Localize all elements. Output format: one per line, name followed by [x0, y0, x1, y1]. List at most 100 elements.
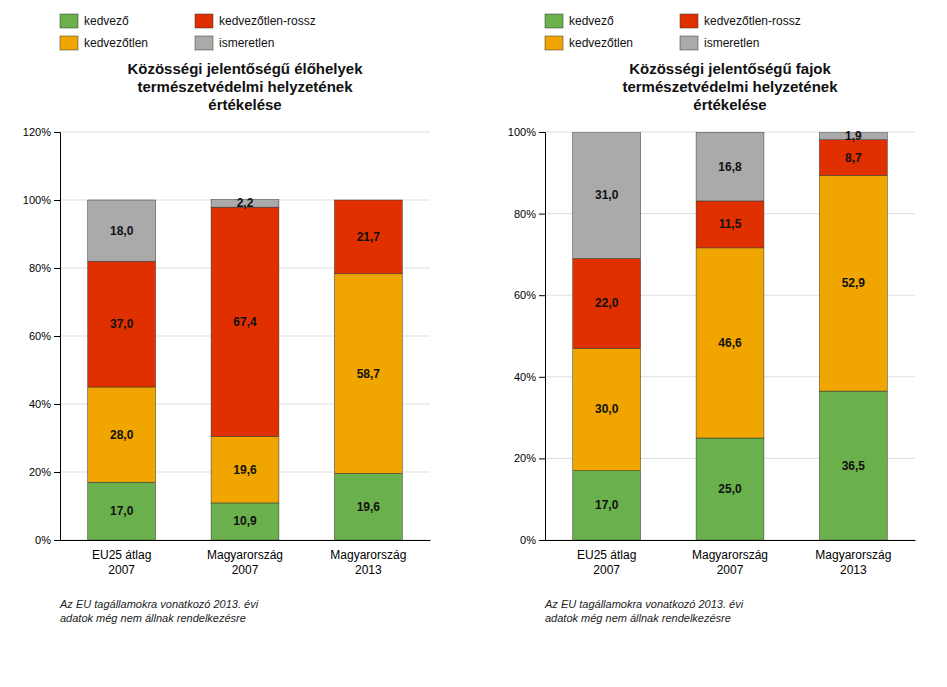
tick-label-line: Magyarország	[207, 548, 283, 562]
data-label: 18,0	[110, 224, 134, 238]
bar-segment	[696, 201, 764, 248]
legend-swatch	[195, 14, 213, 28]
tick-label: 20%	[514, 452, 536, 464]
tick-label: 20%	[29, 466, 51, 478]
legend-label: ismeretlen	[704, 36, 759, 50]
x-axis: EU25 átlag2007 Magyarország 2007 Magyarorsz…	[61, 540, 431, 577]
tick: EU25 átlag2007	[92, 540, 151, 577]
tick-label-line: 2007	[717, 563, 744, 577]
bar-segment	[573, 348, 641, 470]
data-label: 22,0	[595, 296, 619, 310]
tick-mark	[539, 214, 545, 215]
tick-mark	[54, 268, 60, 269]
axis-line	[54, 133, 61, 541]
legend-item: kedvezőtlen-rossz	[680, 14, 801, 28]
tick-label: 0%	[35, 534, 51, 546]
bar-segment	[819, 175, 887, 391]
tick-mark	[54, 132, 60, 133]
legend-label: kedvezőtlen-rossz	[704, 14, 801, 28]
tick-label-line: Magyarország	[330, 548, 406, 562]
data-label: 11,5	[719, 217, 742, 231]
legend-item: ismeretlen	[680, 36, 759, 50]
legend-swatch	[545, 36, 563, 50]
legend-item: kedvezőtlen	[545, 36, 633, 50]
legend-item: kedvezőtlen-rossz	[195, 14, 316, 28]
tick: 0%	[35, 534, 60, 546]
legend-swatch	[680, 14, 698, 28]
data-label: 8,7	[845, 151, 862, 165]
figure: 17,010,919,628,019,658,737,067,421,718,0…	[0, 0, 947, 687]
tick: 60%	[514, 289, 545, 301]
axis-line	[539, 133, 546, 541]
title: Közösségi jelentőségű élőhelyektermészet…	[127, 60, 363, 113]
tick-label: 120%	[23, 126, 51, 138]
legend-label: kedvező	[84, 14, 129, 28]
tick-mark	[539, 132, 545, 133]
tick-label-line: 2013	[840, 563, 867, 577]
bar-segment	[819, 391, 887, 540]
tick-label: 80%	[514, 208, 536, 220]
data-label: 25,0	[718, 482, 742, 496]
tick-label: Magyarország2007	[692, 548, 768, 577]
tick: Magyarország2013	[330, 540, 406, 577]
tick-label-line: Magyarország	[815, 548, 891, 562]
bar-segment	[88, 482, 156, 540]
bar-segment	[334, 274, 402, 474]
tick-label: 40%	[514, 371, 536, 383]
legend-item: ismeretlen	[195, 36, 274, 50]
legend-label: kedvezőtlen	[569, 36, 633, 50]
data-label: 30,0	[595, 402, 619, 416]
tick: Magyarország2013	[815, 540, 891, 577]
data-label: 67,4	[233, 315, 257, 329]
series	[88, 200, 403, 436]
title-line: Közösségi jelentőségű élőhelyek	[127, 60, 363, 77]
data-label: 36,5	[842, 459, 866, 473]
axis-line	[61, 540, 431, 541]
tick: 20%	[514, 452, 545, 464]
legend-swatch	[195, 36, 213, 50]
tick-label: 60%	[29, 330, 51, 342]
tick-mark	[539, 377, 545, 378]
bar-segment	[211, 207, 279, 436]
bar-segment	[696, 132, 764, 201]
tick-mark	[539, 295, 545, 296]
tick-label: 100%	[23, 194, 51, 206]
series	[573, 132, 888, 258]
bar-segment	[211, 436, 279, 503]
data-label: 46,6	[718, 336, 742, 350]
y-axis: 0%20%40%60%80%100%	[508, 126, 546, 546]
tick: 0%	[520, 534, 545, 546]
legend-swatch	[60, 14, 78, 28]
title-line: természetvédelmi helyzetének	[137, 78, 353, 95]
tick: 60%	[29, 330, 60, 342]
x-axis: EU25 átlag2007Magyarország2007Magyarorsz…	[546, 540, 916, 577]
data-label: 19,6	[233, 463, 257, 477]
data-labels: 17,025,036,530,046,652,922,011,58,731,01…	[595, 129, 865, 512]
data-label: 16,8	[718, 160, 742, 174]
tick-label-line: EU25 átlag	[92, 548, 151, 562]
data-labels: 17,010,919,628,019,658,737,067,421,718,0…	[110, 196, 380, 528]
bar-segment	[334, 200, 402, 274]
legend-label: ismeretlen	[219, 36, 274, 50]
tick-label-line: 2007	[593, 563, 620, 577]
title-line: értékelése	[208, 96, 281, 113]
annotation-line: adatok még nem állnak rendelkezésre	[60, 612, 246, 624]
tick-label-line: 2007	[108, 563, 135, 577]
legend: kedvező kedvezőtlen kedvezőtlen-rossz ismer…	[60, 14, 316, 50]
tick-label: Magyarország2013	[815, 548, 891, 577]
tick-mark	[539, 458, 545, 459]
legend-label: kedvezőtlen	[84, 36, 148, 50]
bar-segment	[88, 261, 156, 387]
title-line: értékelése	[693, 96, 766, 113]
tick: 80%	[514, 208, 545, 220]
title-line: Közösségi jelentőségű fajok	[629, 60, 831, 77]
data-label: 31,0	[595, 188, 619, 202]
data-label: 21,7	[357, 230, 381, 244]
tick-mark	[539, 540, 545, 541]
annotation: Az EU tagállamokra vonatkozó 2013. éviad…	[544, 598, 744, 624]
bars	[88, 200, 403, 540]
legend-label: kedvező	[569, 14, 614, 28]
tick: 40%	[29, 398, 60, 410]
tick-label-line: 2013	[355, 563, 382, 577]
tick: 20%	[29, 466, 60, 478]
